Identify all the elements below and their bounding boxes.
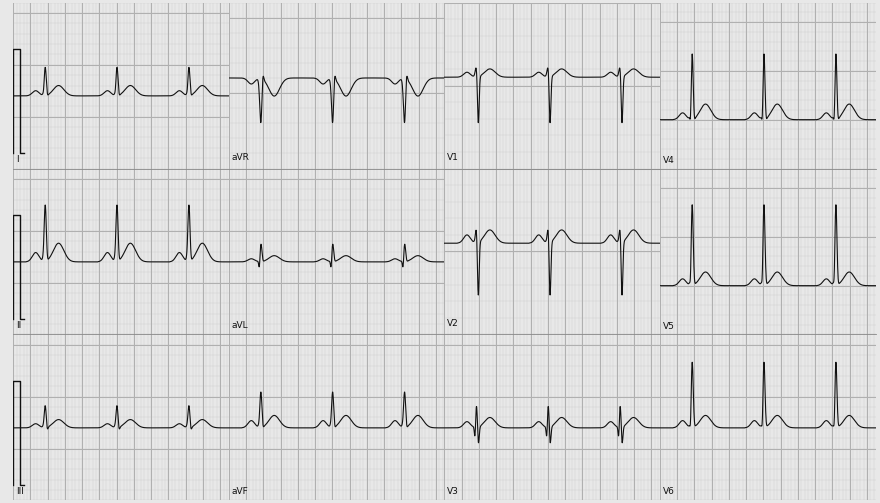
Text: aVF: aVF (231, 487, 248, 496)
Text: V4: V4 (663, 155, 674, 164)
Text: II: II (16, 321, 21, 330)
Text: V3: V3 (447, 487, 458, 496)
Text: aVR: aVR (231, 153, 249, 162)
Text: V5: V5 (663, 321, 674, 330)
Text: V6: V6 (663, 487, 674, 496)
Text: III: III (16, 487, 24, 496)
Text: V2: V2 (447, 319, 458, 328)
Text: V1: V1 (447, 153, 458, 162)
Text: aVL: aVL (231, 321, 248, 330)
Text: I: I (16, 155, 18, 164)
